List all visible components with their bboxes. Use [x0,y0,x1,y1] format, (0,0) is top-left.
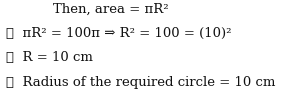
Text: ∴  Radius of the required circle = 10 cm: ∴ Radius of the required circle = 10 cm [6,76,275,89]
Text: ∴  R = 10 cm: ∴ R = 10 cm [6,51,93,64]
Text: Then, area = πR²: Then, area = πR² [53,3,169,16]
Text: ∴  πR² = 100π ⇒ R² = 100 = (10)²: ∴ πR² = 100π ⇒ R² = 100 = (10)² [6,27,232,40]
